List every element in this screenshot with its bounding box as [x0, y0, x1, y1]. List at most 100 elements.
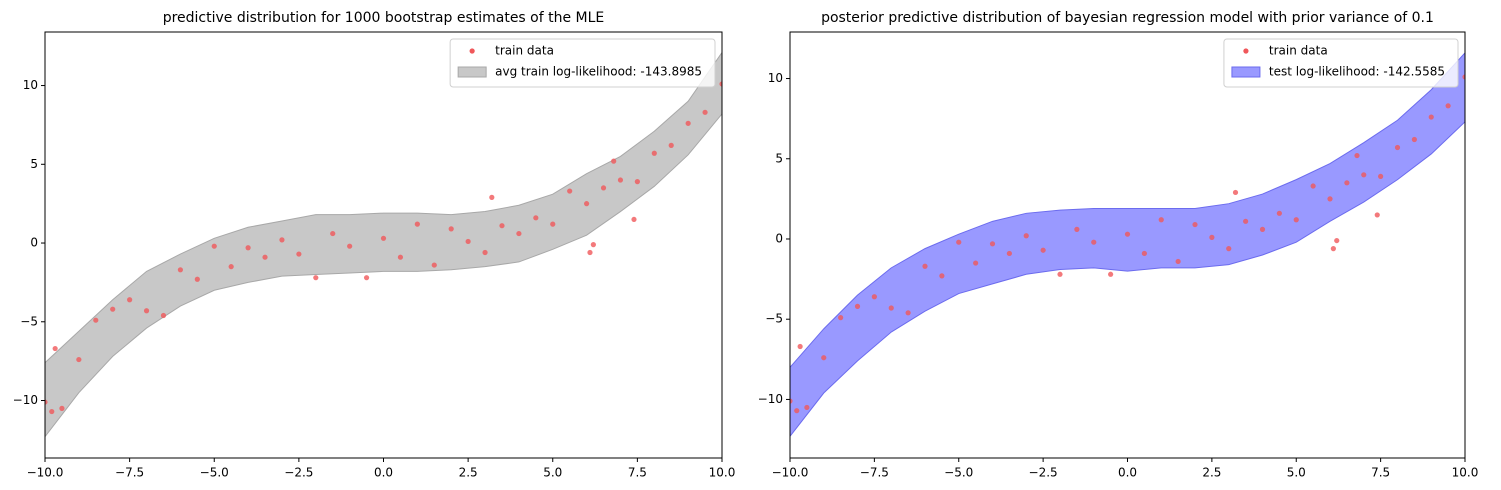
x-tick-label: 2.5: [459, 466, 478, 480]
panel: predictive distribution for 1000 bootstr…: [13, 10, 736, 480]
data-point: [587, 249, 593, 256]
data-point: [414, 221, 420, 227]
prediction-band: [790, 52, 1465, 438]
x-tick-label: 0.0: [1118, 466, 1137, 480]
data-point: [1374, 212, 1380, 218]
data-point: [611, 158, 617, 164]
data-point: [313, 275, 319, 281]
data-point: [719, 81, 722, 87]
legend: train data avg train log-likelihood: -143…: [449, 38, 716, 88]
data-point: [804, 404, 810, 411]
data-point: [1259, 226, 1266, 232]
legend-marker: [1243, 48, 1249, 54]
data-point: [1462, 74, 1465, 80]
data-point: [922, 263, 928, 269]
x-tick-label: 5.0: [1287, 466, 1306, 480]
legend-box: [449, 38, 716, 88]
data-point: [279, 237, 285, 243]
y-tick-label: −10: [13, 393, 38, 407]
prediction-band: [45, 51, 722, 438]
y-tick-label: 0: [775, 231, 783, 245]
data-point: [590, 242, 596, 248]
data-point: [1334, 237, 1340, 244]
data-point: [1293, 217, 1299, 223]
data-point: [794, 408, 800, 414]
data-point: [1330, 246, 1336, 252]
data-point: [330, 230, 336, 237]
data-point: [1175, 258, 1181, 265]
data-point: [939, 273, 945, 279]
y-tick-label: 5: [775, 151, 783, 165]
legend-label: train data: [495, 44, 554, 58]
legend-box: [1223, 38, 1459, 88]
data-point: [1344, 180, 1350, 186]
x-tick-label: 0.0: [374, 466, 393, 480]
data-point: [790, 398, 793, 404]
data-point: [296, 251, 302, 257]
data-point: [668, 142, 674, 148]
data-point: [228, 264, 234, 270]
data-point: [262, 254, 268, 260]
plot-area: [45, 51, 722, 438]
data-point: [1394, 144, 1401, 151]
data-point: [1040, 247, 1046, 253]
data-point: [245, 245, 251, 251]
chart-title: predictive distribution for 1000 bootstr…: [163, 10, 605, 26]
data-point: [550, 221, 556, 227]
x-tick-label: −10.0: [772, 466, 809, 480]
data-point: [871, 294, 877, 300]
y-tick-label: −10: [758, 392, 783, 406]
data-point: [110, 306, 116, 312]
data-point: [52, 345, 58, 352]
data-point: [465, 238, 471, 245]
x-tick-label: 7.5: [628, 466, 647, 480]
data-point: [1074, 226, 1080, 232]
x-tick-label: −7.5: [860, 466, 889, 480]
data-point: [1023, 233, 1029, 239]
data-point: [1006, 250, 1012, 257]
data-point: [989, 241, 996, 247]
data-point: [1411, 136, 1417, 143]
data-point: [651, 150, 657, 156]
legend: train data test log-likelihood: -142.5585: [1223, 38, 1459, 88]
data-point: [1445, 103, 1451, 109]
y-tick-label: −5: [765, 312, 783, 326]
data-point: [1091, 239, 1097, 245]
data-point: [127, 297, 133, 303]
data-point: [482, 249, 488, 256]
data-point: [1310, 183, 1316, 189]
data-point: [567, 188, 573, 194]
data-point: [1209, 234, 1215, 240]
data-point: [499, 223, 505, 229]
y-tick-label: 5: [30, 157, 38, 171]
x-tick-label: −5.0: [200, 466, 229, 480]
data-point: [631, 216, 637, 223]
data-point: [211, 243, 217, 249]
data-point: [1226, 246, 1232, 252]
x-tick-label: −5.0: [944, 466, 973, 480]
data-point: [617, 177, 624, 183]
data-point: [194, 276, 200, 282]
data-point: [347, 243, 353, 249]
x-tick-label: −10.0: [27, 466, 64, 480]
panel: posterior predictive distribution of bay…: [758, 10, 1479, 480]
data-point: [973, 260, 979, 266]
data-point: [905, 310, 911, 316]
data-point: [854, 303, 861, 309]
data-point: [489, 194, 495, 200]
legend-label: avg train log-likelihood: -143.8985: [495, 65, 702, 79]
data-point: [533, 215, 539, 221]
data-point: [821, 355, 827, 361]
x-tick-label: 7.5: [1371, 466, 1390, 480]
data-point: [1232, 189, 1239, 196]
data-point: [1158, 217, 1164, 223]
y-tick-label: 10: [23, 78, 38, 92]
data-point: [956, 239, 962, 245]
legend-marker: [469, 48, 475, 54]
x-tick-label: −2.5: [1029, 466, 1058, 480]
data-point: [516, 230, 522, 237]
legend-label: train data: [1269, 44, 1328, 58]
data-point: [1192, 221, 1198, 228]
data-point: [76, 356, 82, 363]
